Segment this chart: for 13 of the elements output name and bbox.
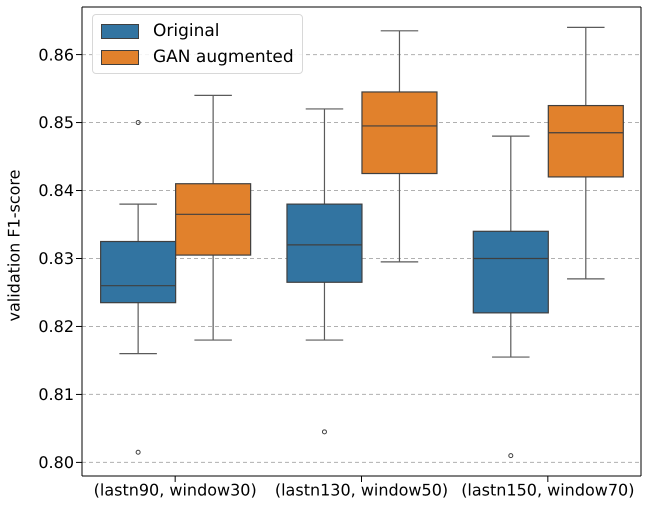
legend-label: Original bbox=[153, 20, 220, 43]
x-tick-label: (lastn90, window30) bbox=[94, 480, 257, 500]
y-tick-label: 0.86 bbox=[38, 45, 74, 64]
y-axis-title: validation F1-score bbox=[4, 169, 24, 322]
y-tick-label: 0.84 bbox=[38, 181, 74, 200]
y-tick-label: 0.82 bbox=[38, 317, 74, 336]
legend-label: GAN augmented bbox=[153, 46, 294, 69]
y-tick-label: 0.85 bbox=[38, 113, 74, 132]
y-tick-label: 0.81 bbox=[38, 385, 74, 404]
y-tick-label: 0.80 bbox=[38, 453, 74, 472]
x-tick-label: (lastn130, window50) bbox=[274, 480, 448, 500]
x-tick-label: (lastn150, window70) bbox=[461, 480, 634, 500]
y-tick-label: 0.83 bbox=[38, 249, 74, 268]
